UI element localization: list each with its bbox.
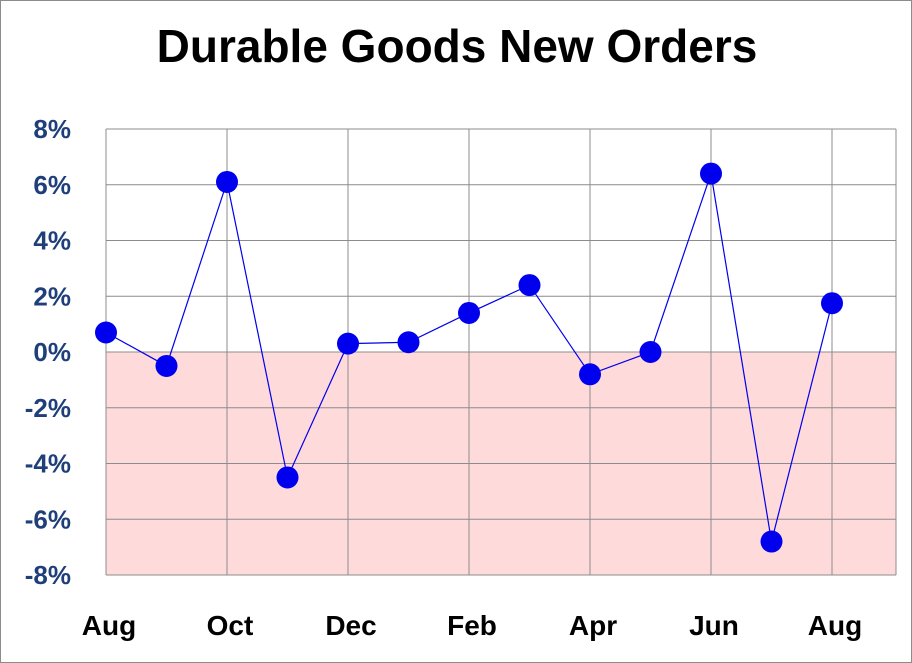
y-tick-label: 2%: [33, 281, 71, 311]
data-point: [518, 274, 541, 297]
x-tick-label: Jun: [689, 610, 739, 641]
data-point: [760, 530, 783, 553]
chart-title: Durable Goods New Orders: [156, 20, 758, 72]
x-tick-label: Oct: [207, 610, 254, 641]
data-point: [821, 292, 843, 315]
x-tick-label: Dec: [325, 610, 376, 641]
x-tick-label: Apr: [569, 610, 617, 641]
data-point: [579, 363, 601, 386]
x-tick-label: Feb: [447, 610, 497, 641]
data-point: [337, 332, 359, 355]
data-point: [397, 331, 420, 354]
data-point: [700, 162, 722, 185]
x-tick-label: Aug: [82, 610, 136, 641]
data-point: [95, 321, 117, 344]
x-tick-label: Aug: [808, 610, 862, 641]
y-tick-label: 6%: [33, 170, 71, 200]
data-point: [276, 466, 299, 489]
data-point: [216, 170, 238, 193]
y-tick-label: 8%: [33, 114, 71, 144]
y-tick-label: 4%: [33, 226, 71, 256]
data-point: [155, 354, 178, 377]
y-tick-label: -6%: [25, 504, 71, 534]
data-point: [458, 301, 480, 324]
data-point: [639, 341, 662, 363]
y-tick-label: -8%: [25, 560, 71, 590]
y-tick-label: 0%: [33, 337, 71, 367]
y-tick-label: -2%: [25, 393, 71, 423]
y-tick-label: -4%: [25, 449, 71, 479]
